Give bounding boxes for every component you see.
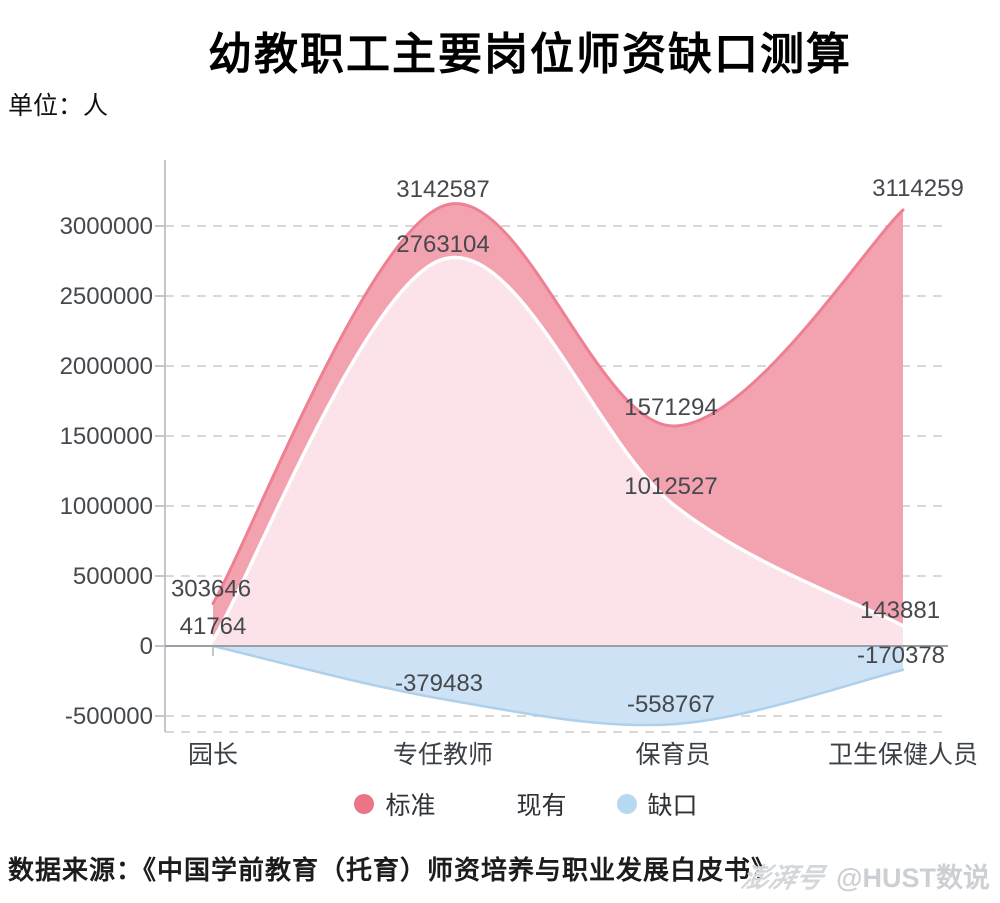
y-tick-label: 2000000	[60, 353, 153, 380]
x-category-label: 卫生保健人员	[828, 741, 978, 769]
y-tick-label: -500000	[65, 703, 153, 730]
data-label-gap: -558767	[627, 691, 715, 718]
page-title: 幼教职工主要岗位师资缺口测算	[208, 30, 852, 79]
data-label-gap: -379483	[395, 670, 483, 697]
y-tick-label: 2500000	[60, 283, 153, 310]
x-category-label: 园长	[188, 741, 238, 769]
x-category-label: 保育员	[635, 741, 710, 769]
data-label-existing: 1012527	[624, 473, 717, 500]
data-label-standard: 3114259	[872, 175, 964, 202]
y-tick-label: 1000000	[60, 493, 153, 520]
series-line-standard	[211, 202, 905, 605]
data-label-existing: 2763104	[396, 231, 489, 258]
legend-item-standard: 标准	[354, 786, 435, 822]
series-area-gap	[213, 646, 903, 726]
legend-label-gap: 缺口	[647, 792, 698, 820]
legend-item-existing: 现有	[485, 786, 567, 822]
data-label-standard: 3142587	[396, 176, 489, 203]
y-tick-label: 0	[140, 633, 153, 660]
y-tick-label: 3000000	[60, 213, 153, 240]
legend-marker-existing	[485, 794, 506, 814]
data-label-standard: 1571294	[624, 394, 717, 421]
data-label-standard: 303646	[171, 575, 251, 602]
series-line-existing	[211, 255, 905, 642]
legend-item-gap: 缺口	[616, 786, 698, 822]
x-category-label: 专任教师	[393, 741, 493, 769]
unit-label: 单位：人	[8, 92, 109, 120]
legend: 标准 现有 缺口	[26, 786, 1000, 822]
source-note: 数据来源：《中国学前教育（托育）师资培养与职业发展白皮书》	[8, 855, 779, 885]
data-label-gap: -170378	[857, 642, 945, 669]
legend-marker-gap	[616, 794, 637, 814]
series-area-existing	[213, 257, 903, 646]
legend-marker-standard	[354, 794, 375, 814]
watermark-handle: @HUST数说	[836, 863, 990, 893]
legend-label-standard: 标准	[385, 792, 436, 820]
y-tick-label: 500000	[73, 563, 153, 590]
data-label-existing: 143881	[860, 597, 940, 624]
data-label-existing: 41764	[180, 613, 247, 640]
legend-label-existing: 现有	[516, 792, 567, 820]
series-line-gap	[211, 644, 905, 727]
watermark-logo: 澎湃号	[738, 863, 828, 893]
watermark: 澎湃号 @HUST数说	[739, 856, 990, 895]
y-tick-label: 1500000	[60, 423, 153, 450]
